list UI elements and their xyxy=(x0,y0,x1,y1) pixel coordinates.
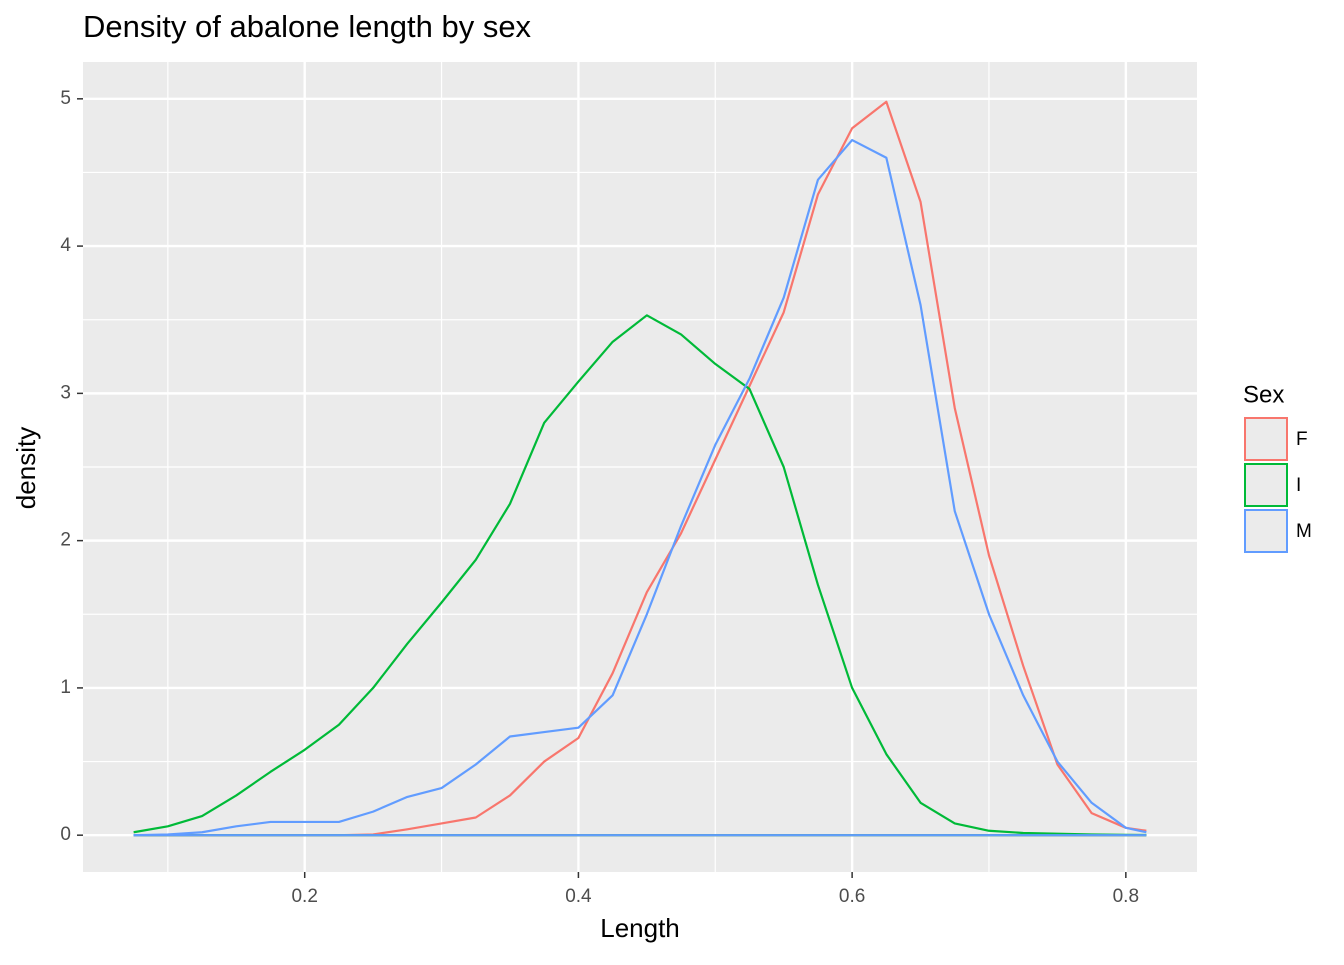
y-tick-label: 0 xyxy=(60,824,71,845)
chart-title: Density of abalone length by sex xyxy=(83,9,532,44)
y-tick-label: 4 xyxy=(60,235,71,256)
density-line xyxy=(133,138,1147,837)
y-axis-label: density xyxy=(11,427,41,509)
legend-label: M xyxy=(1296,521,1312,542)
density-line xyxy=(133,314,1147,837)
y-tick-label: 3 xyxy=(60,382,71,403)
x-tick-label: 0.6 xyxy=(839,886,865,907)
x-tick-label: 0.8 xyxy=(1113,886,1139,907)
x-tick-label: 0.2 xyxy=(291,886,317,907)
legend-title: Sex xyxy=(1243,381,1284,408)
legend-key xyxy=(1244,417,1288,461)
y-tick-label: 5 xyxy=(60,88,71,109)
y-tick-label: 1 xyxy=(60,677,71,698)
legend-key xyxy=(1244,509,1288,553)
x-axis-label: Length xyxy=(600,913,680,943)
legend-label: F xyxy=(1296,429,1308,450)
y-tick-label: 2 xyxy=(60,530,71,551)
legend-key xyxy=(1244,463,1288,507)
x-tick-label: 0.4 xyxy=(565,886,592,907)
legend-label: I xyxy=(1296,475,1301,496)
